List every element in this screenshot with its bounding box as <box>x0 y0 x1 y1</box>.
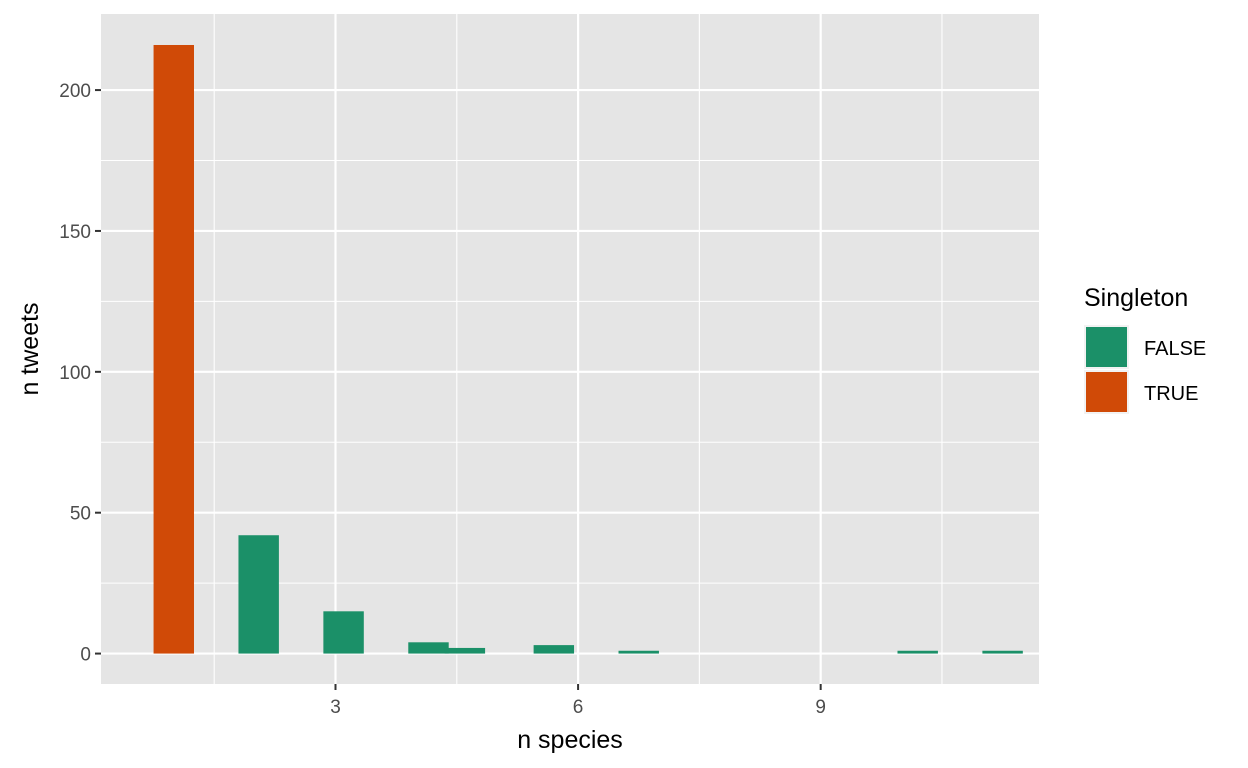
bars <box>153 44 1023 654</box>
x-axis-ticks: 3 6 9 <box>330 684 826 718</box>
x-axis-title: n species <box>517 726 623 754</box>
bar-false <box>618 650 659 654</box>
y-axis-ticks: 0 50 100 150 200 <box>59 81 101 666</box>
y-axis-title: n tweets <box>16 302 44 395</box>
x-tick-label: 3 <box>330 697 341 718</box>
bar-false <box>444 647 486 654</box>
y-tick-label: 50 <box>70 504 91 525</box>
bar-false <box>408 642 449 654</box>
y-tick-label: 0 <box>80 645 91 666</box>
bar-true <box>153 44 194 654</box>
legend-label-false: FALSE <box>1144 338 1206 360</box>
legend-swatch-true <box>1086 372 1127 412</box>
legend-title: Singleton <box>1084 284 1188 312</box>
y-tick-label: 100 <box>59 363 91 384</box>
legend-swatch-false <box>1086 327 1127 367</box>
x-tick-label: 6 <box>573 697 584 718</box>
legend: Singleton FALSE TRUE <box>1084 284 1206 414</box>
bar-false <box>897 650 938 654</box>
bar-false <box>982 650 1023 654</box>
x-tick-label: 9 <box>815 697 826 718</box>
bar-false <box>533 645 575 654</box>
bar-false <box>238 535 279 654</box>
legend-label-true: TRUE <box>1144 383 1198 405</box>
y-tick-label: 150 <box>59 222 91 243</box>
bar-false <box>323 611 364 654</box>
y-tick-label: 200 <box>59 81 91 102</box>
